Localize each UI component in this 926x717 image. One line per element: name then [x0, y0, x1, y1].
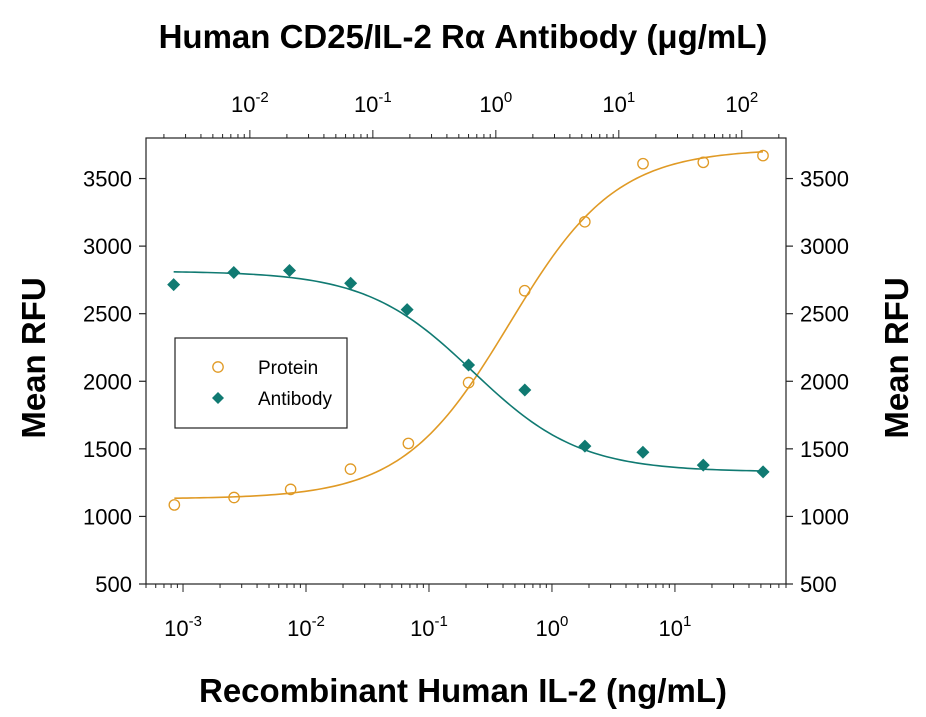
- y-axis-label-right: Mean RFU: [878, 277, 915, 438]
- y-tick-label-right: 500: [800, 572, 837, 597]
- data-point-antibody: [167, 278, 181, 292]
- y-tick-label-right: 1500: [800, 437, 849, 462]
- x-top-tick-label: 101: [602, 89, 635, 117]
- y-tick-label-left: 2500: [83, 302, 132, 327]
- data-point-protein: [284, 483, 297, 496]
- data-point-protein: [462, 376, 475, 389]
- data-point-antibody: [344, 276, 358, 290]
- x-top-tick-label: 100: [479, 89, 512, 117]
- data-point-antibody: [636, 445, 650, 459]
- x-bottom-tick-label: 10-3: [164, 613, 202, 641]
- data-points: [167, 149, 770, 511]
- data-point-antibody: [400, 303, 414, 317]
- data-point-antibody: [462, 358, 476, 372]
- x-bottom-tick-label: 10-1: [410, 613, 448, 641]
- data-point-antibody: [696, 458, 710, 472]
- data-point-antibody: [518, 383, 532, 397]
- y-tick-label-left: 3000: [83, 234, 132, 259]
- y-tick-label-left: 1000: [83, 504, 132, 529]
- data-point-protein: [402, 437, 415, 450]
- data-point-protein: [228, 491, 240, 504]
- y-tick-label-right: 2000: [800, 369, 849, 394]
- axes: 500 500 1000 1000 1500 1500 2000 2000 2500 2500 30…: [83, 89, 849, 641]
- legend-protein-marker: [212, 361, 224, 373]
- legend-protein-label: Protein: [258, 358, 318, 379]
- x-bottom-tick-label: 10-2: [287, 613, 325, 641]
- data-point-protein: [518, 284, 531, 297]
- data-point-antibody: [283, 263, 297, 277]
- y-axis-label-left: Mean RFU: [15, 277, 52, 438]
- legend-box: [174, 337, 348, 429]
- legend: Protein Antibody: [174, 337, 348, 429]
- y-tick-label-right: 3500: [800, 167, 849, 192]
- data-point-protein: [757, 149, 769, 162]
- data-point-antibody: [756, 465, 770, 479]
- x-top-tick-label: 102: [725, 89, 758, 117]
- y-tick-label-right: 1000: [800, 504, 849, 529]
- data-point-protein: [168, 499, 181, 511]
- x-axis-label: Recombinant Human IL-2 (ng/mL): [199, 672, 727, 709]
- data-point-antibody: [578, 439, 592, 453]
- y-tick-label-right: 2500: [800, 302, 849, 327]
- x-top-tick-label: 10-1: [354, 89, 392, 117]
- y-tick-label-left: 3500: [83, 167, 132, 192]
- data-point-protein: [344, 463, 357, 475]
- y-tick-label-left: 1500: [83, 437, 132, 462]
- data-point-protein: [637, 157, 649, 170]
- x-top-tick-label: 10-2: [231, 89, 269, 117]
- fit-curve-protein: [174, 151, 764, 499]
- y-tick-label-left: 2000: [83, 369, 132, 394]
- legend-antibody-marker: [212, 392, 224, 404]
- y-tick-label-right: 3000: [800, 234, 849, 259]
- data-point-antibody: [227, 265, 241, 279]
- chart-title: Human CD25/IL-2 Rα Antibody (μg/mL): [159, 18, 768, 55]
- y-tick-label-left: 500: [95, 572, 132, 597]
- data-point-protein: [697, 156, 710, 169]
- x-bottom-tick-label: 100: [536, 613, 569, 641]
- x-bottom-tick-label: 101: [659, 613, 692, 641]
- data-point-protein: [578, 215, 591, 228]
- legend-antibody-label: Antibody: [258, 389, 332, 410]
- fit-curves: [173, 151, 764, 499]
